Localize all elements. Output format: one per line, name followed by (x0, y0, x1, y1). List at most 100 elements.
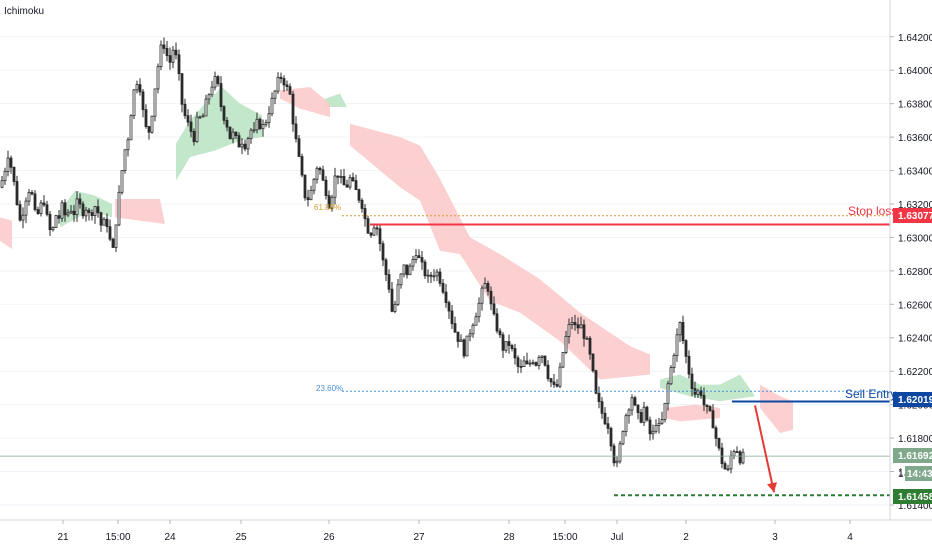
candle (381, 240, 385, 267)
candle (324, 176, 328, 200)
candle (348, 174, 352, 190)
x-tick-label: 2 (683, 532, 689, 543)
candle (717, 437, 721, 451)
candle (408, 263, 412, 276)
candle (228, 126, 232, 140)
sell-entry-price-tag: 1.62019 (893, 392, 932, 407)
candle (609, 426, 613, 452)
y-tick-label: 1.61800 (898, 434, 932, 445)
candle (471, 323, 475, 338)
candle (342, 168, 346, 186)
fib-236-label: 23.60% (316, 384, 343, 393)
candle (327, 190, 331, 209)
cloud-bullish (176, 86, 262, 181)
candle (411, 255, 415, 271)
candle (297, 135, 301, 158)
candle (135, 80, 139, 94)
y-tick-label: 1.64000 (898, 66, 932, 77)
candle (372, 225, 376, 237)
candle (114, 224, 118, 252)
candle (36, 206, 40, 215)
projection-arrow-head (767, 482, 777, 493)
x-tick-label: 28 (503, 532, 515, 543)
candle (138, 78, 142, 96)
candle (435, 269, 439, 282)
candle (285, 80, 289, 92)
candle (552, 373, 556, 388)
candle (123, 149, 127, 174)
x-tick-label: 15:00 (552, 532, 577, 543)
candle (453, 316, 457, 333)
candle (141, 89, 145, 118)
candle (375, 225, 379, 236)
candle (345, 179, 349, 188)
candle (531, 359, 535, 366)
candle (723, 461, 727, 470)
candle (585, 336, 589, 340)
candle (144, 104, 148, 129)
candle (528, 359, 532, 367)
cloud-bullish (660, 374, 755, 402)
candle (393, 300, 397, 314)
candle (147, 125, 151, 140)
candle (708, 405, 712, 412)
candle (714, 425, 718, 447)
candle (210, 80, 214, 98)
candle (339, 169, 343, 184)
candle (189, 114, 193, 138)
stop-loss-price: 1.63077 (898, 211, 932, 222)
y-tick-label: 1.63600 (898, 133, 932, 144)
candle (627, 408, 631, 424)
candle (621, 430, 625, 446)
candle (174, 42, 178, 60)
candle (735, 446, 739, 454)
candle (306, 189, 310, 207)
candle (0, 175, 4, 189)
trade-levels (0, 215, 890, 497)
candle (666, 380, 670, 411)
candle (162, 37, 166, 54)
candle (594, 369, 598, 395)
candle (165, 40, 169, 62)
price-candles (0, 37, 745, 474)
candle (738, 450, 742, 466)
candle (732, 449, 736, 460)
candle (507, 334, 511, 354)
candle (78, 193, 82, 209)
candle (354, 174, 358, 191)
candle (192, 128, 196, 146)
candle (468, 329, 472, 342)
candle (282, 75, 286, 92)
candle (537, 355, 541, 370)
candle (612, 443, 616, 467)
candle (390, 281, 394, 313)
candle (477, 297, 481, 323)
candle (636, 404, 640, 420)
candle (402, 264, 406, 278)
cloud-bearish (350, 123, 650, 380)
candle (495, 308, 499, 334)
x-tick-label: 27 (413, 532, 425, 543)
candle (69, 205, 73, 214)
candle (186, 109, 190, 127)
x-tick-label: 21 (57, 532, 69, 543)
candle (522, 355, 526, 367)
candle (555, 379, 559, 388)
sell-entry-label: Sell Entry (845, 387, 896, 401)
candle (117, 185, 121, 227)
candle (675, 328, 679, 362)
candle (6, 150, 10, 177)
candle (630, 394, 634, 416)
candle (657, 417, 661, 434)
candle (279, 72, 283, 84)
x-tick-label: 24 (164, 532, 176, 543)
candle (180, 73, 184, 113)
candle (129, 114, 133, 141)
candle (639, 408, 643, 424)
candle (333, 167, 337, 205)
cloud-bullish (325, 93, 347, 108)
last-price-tag: 1.61692 (893, 448, 932, 463)
y-tick-label: 1.62200 (898, 367, 932, 378)
candle (444, 283, 448, 308)
